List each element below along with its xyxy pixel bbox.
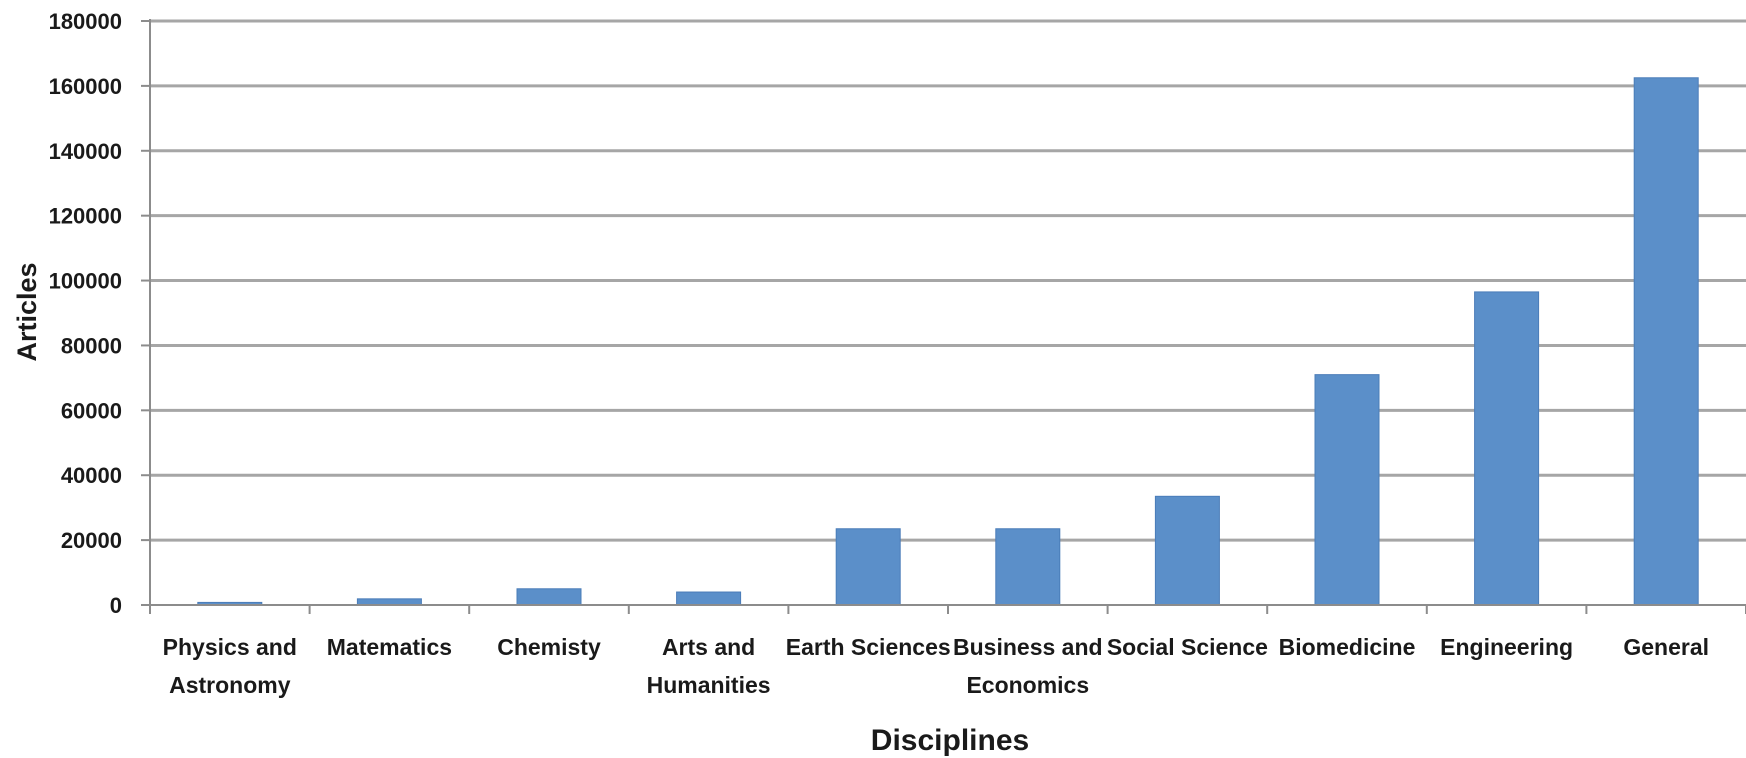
y-tick-label: 120000 [49,204,122,229]
bar [516,588,582,606]
bar [676,591,742,606]
bars [197,77,1699,606]
x-category-label: Earth Sciences [786,634,951,660]
x-category-label: Social Science [1107,634,1268,660]
bar [1474,291,1540,606]
x-category-label: Physics and Astronomy [163,634,297,698]
y-tick-labels: 0 20000 40000 60000 80000 100000 120000 140000 1… [49,9,122,618]
x-category-labels: Physics and Astronomy Matematics Chemisty Ar… [163,634,1709,698]
x-category-label: Arts and Humanities [647,634,771,698]
x-category-label: General [1623,634,1709,660]
x-category-label: Matematics [327,634,452,660]
bar [835,528,901,606]
bar [1314,374,1380,606]
y-tick-label: 180000 [49,9,122,34]
gridlines [150,19,1746,542]
y-tick-label: 40000 [61,463,122,488]
y-tick-label: 20000 [61,528,122,553]
y-tick-label: 80000 [61,333,122,358]
y-tick-label: 60000 [61,398,122,423]
bar [1154,495,1220,606]
x-category-label: Engineering [1440,634,1573,660]
bar [1633,77,1699,606]
bar [995,528,1061,606]
y-tick-label: 100000 [49,269,122,294]
x-category-label: Biomedicine [1279,634,1416,660]
x-category-label: Business and Economics [953,634,1103,698]
x-axis-title: Disciplines [871,724,1029,757]
y-tick-label: 140000 [49,139,122,164]
y-axis-title: Articles [12,262,42,361]
axes [141,19,1746,614]
x-category-label: Chemisty [497,634,601,660]
y-tick-label: 160000 [49,74,122,99]
y-tick-label: 0 [110,593,122,618]
